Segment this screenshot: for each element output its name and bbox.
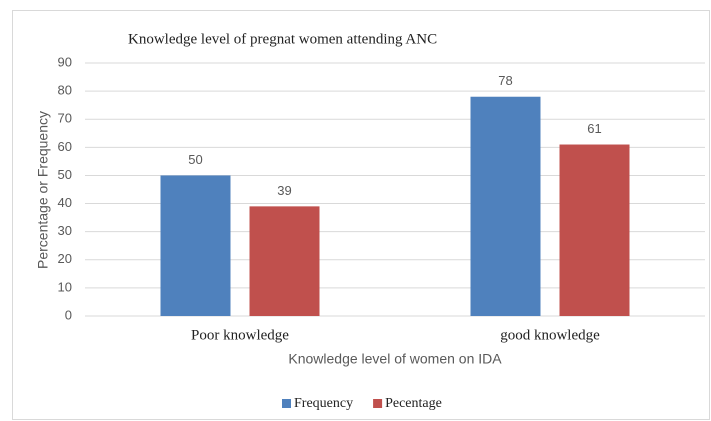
legend-swatch [282,399,291,408]
y-axis-label: Percentage or Frequency [35,111,51,269]
legend-label: Pecentage [385,396,442,411]
value-label: 78 [498,73,512,88]
y-tick-label: 0 [65,307,72,322]
bar [470,96,541,316]
bar [559,144,630,316]
y-tick-label: 20 [58,251,72,266]
legend-label: Frequency [294,396,353,411]
x-tick-label: good knowledge [500,327,600,343]
y-tick-label: 80 [58,83,72,98]
y-tick-label: 10 [58,279,72,294]
y-tick-label: 40 [58,195,72,210]
x-axis-label: Knowledge level of women on IDA [288,351,502,367]
chart-title: Knowledge level of pregnat women attendi… [128,31,437,47]
value-label: 39 [277,183,291,198]
value-label: 61 [587,121,601,136]
legend-swatch [373,399,383,408]
y-tick-label: 60 [58,139,72,154]
y-tick-label: 30 [58,223,72,238]
value-label: 50 [188,152,202,167]
bar [160,175,231,316]
y-tick-label: 50 [58,167,72,182]
x-tick-label: Poor knowledge [191,327,289,343]
bar [249,206,320,316]
y-tick-label: 90 [58,54,72,69]
y-tick-label: 70 [58,111,72,126]
